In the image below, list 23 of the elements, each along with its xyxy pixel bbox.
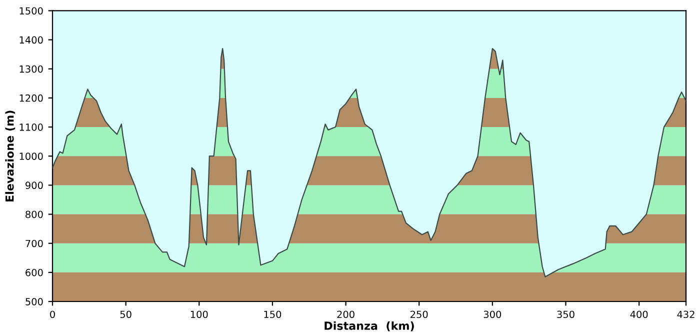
x-tick-label: 50 [120,310,132,318]
y-tick-label: 1200 [20,94,43,102]
x-tick-label: 100 [190,310,208,318]
x-tick-label: 432 [677,310,694,318]
y-tick-label: 1300 [20,65,43,73]
y-tick-label: 1100 [20,124,43,131]
y-tick-label: 1000 [20,152,43,160]
y-tick-label: 1400 [20,36,43,44]
y-axis-title: Elevazione (m) [5,110,16,202]
y-tick-label: 500 [26,298,43,306]
y-tick-label: 600 [26,268,43,276]
x-tick-label: 400 [630,310,648,318]
y-tick-label: 900 [26,182,43,190]
x-axis-title: Distanza (km) [324,321,414,332]
y-tick-label: 700 [26,240,43,248]
x-tick-label: 0 [50,310,55,318]
x-tick-label: 350 [557,310,574,318]
x-tick-label: 300 [484,310,502,318]
x-tick-label: 200 [337,310,354,318]
x-tick-label: 250 [410,310,428,318]
y-tick-label: 800 [26,210,43,218]
y-tick-label: 1500 [20,7,43,15]
x-tick-label: 150 [264,310,282,318]
